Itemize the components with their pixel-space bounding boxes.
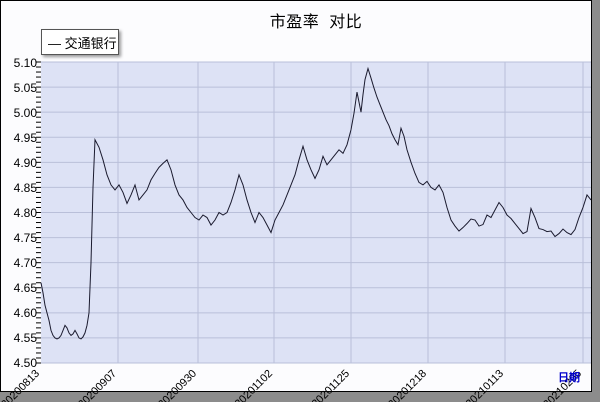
svg-text:20201218: 20201218 [386, 368, 429, 402]
svg-text:20200930: 20200930 [156, 368, 199, 402]
svg-text:20200907: 20200907 [76, 368, 119, 402]
svg-text:20210113: 20210113 [464, 368, 507, 402]
svg-text:20200813: 20200813 [0, 368, 42, 402]
svg-text:20201125: 20201125 [310, 368, 353, 402]
svg-text:20201102: 20201102 [233, 368, 276, 402]
